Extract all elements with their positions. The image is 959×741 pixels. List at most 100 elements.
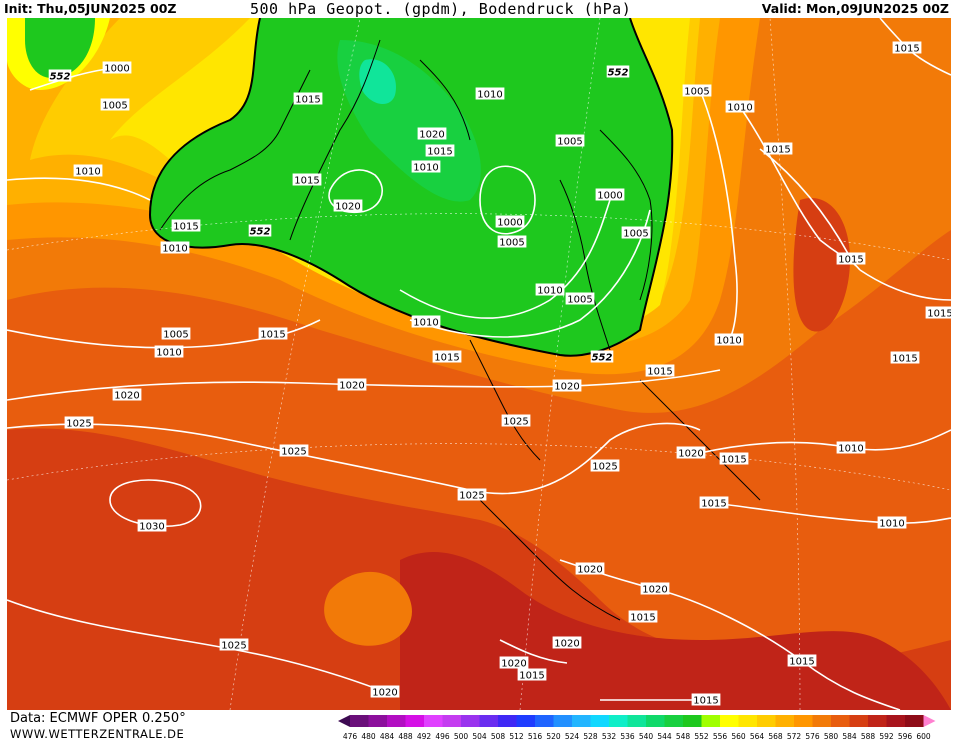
legend-swatch: [553, 715, 572, 727]
isobar-label: 1010: [411, 315, 441, 329]
isobar-label: 1015: [645, 364, 675, 378]
isobar-label: 1025: [64, 416, 94, 430]
isobar-label: 1010: [73, 164, 103, 178]
isobar-label-text: 1015: [295, 95, 320, 106]
isobar-label-text: 1010: [162, 244, 187, 255]
isobar-label: 1010: [877, 516, 907, 530]
isobar-label-text: 1005: [567, 295, 592, 306]
contour-labels: 1000 1005 1010 1015 1010 1005 1010 1015 1015 1015…: [48, 41, 951, 707]
forecast-map: 1000 1005 1010 1015 1010 1005 1010 1015 1015 1015…: [7, 18, 951, 710]
geopotential-552-contour: [149, 18, 674, 357]
isobar-label: 1015: [890, 351, 920, 365]
isobars: [7, 18, 951, 710]
isobar-label: 1020: [499, 656, 529, 670]
isobar-label-text: 1015: [789, 657, 814, 668]
isobar-label-text: 1000: [104, 64, 129, 75]
legend-swatch: [498, 715, 517, 727]
isobar-label: 1015: [763, 142, 793, 156]
legend-level-label: 584: [842, 732, 857, 741]
isobar-label-text: 1000: [597, 191, 622, 202]
legend-swatch: [572, 715, 591, 727]
isobar-label-text: 1015: [892, 354, 917, 365]
isobar-label: 1020: [552, 636, 582, 650]
legend-level-label: 600: [916, 732, 931, 741]
legend-level-label: 596: [898, 732, 913, 741]
isobar-label: 1010: [725, 100, 755, 114]
isobar-label-text: 1020: [678, 449, 703, 460]
legend-swatch: [812, 715, 831, 727]
isobar-label: 1010: [475, 87, 505, 101]
legend-swatch: [905, 715, 924, 727]
isobar-label-text: 1015: [927, 309, 951, 320]
legend-swatch: [368, 715, 387, 727]
isobar-label-text: 1025: [592, 462, 617, 473]
legend-level-label: 512: [509, 732, 524, 741]
isobar-label-text: 1020: [577, 565, 602, 576]
color-scale-legend: 476 480 484 488 492 496 500 504 508 512 516 520 524 5…: [338, 715, 936, 741]
isobar-label: 1010: [154, 345, 184, 359]
coastlines: [159, 39, 761, 621]
isobar-label: 1005: [555, 134, 585, 148]
isobar-label: 1015: [517, 668, 547, 682]
isobar-label: 1015: [699, 496, 729, 510]
isobar-label: 1030: [137, 519, 167, 533]
legend-level-label: 556: [713, 732, 728, 741]
isobar-label: 1005: [100, 98, 130, 112]
isobar-label: 1015: [836, 252, 866, 266]
isobar-label-text: 1010: [75, 167, 100, 178]
isobar-label-text: 1015: [173, 222, 198, 233]
legend-level-label: 564: [750, 732, 765, 741]
legend-swatch: [831, 715, 850, 727]
isobar-label-text: 1025: [281, 447, 306, 458]
isobar-label-text: 1025: [459, 491, 484, 502]
isobar-label-text: 1000: [497, 218, 522, 229]
isobar-label: 1025: [590, 459, 620, 473]
isobar-label-text: 1025: [221, 641, 246, 652]
isobar-label: 1005: [565, 292, 595, 306]
isobar-label-text: 1015: [701, 499, 726, 510]
legend-level-label: 516: [528, 732, 543, 741]
isobar-label: 1000: [102, 61, 132, 75]
isobar-label-text: 1005: [684, 87, 709, 98]
isobar-label-text: 1010: [477, 90, 502, 101]
isobar-label-text: 1010: [413, 318, 438, 329]
isobar-label: 1020: [112, 388, 142, 402]
isobar-label: 1015: [719, 452, 749, 466]
isobar-label: 1015: [432, 350, 462, 364]
isobar-label: 1010: [714, 333, 744, 347]
isobar-label-text: 1020: [501, 659, 526, 670]
isobar-label: 1020: [676, 446, 706, 460]
isobar-label-text: 1020: [554, 382, 579, 393]
isobar-label: 1025: [457, 488, 487, 502]
legend-level-label: 500: [454, 732, 469, 741]
isobar-label: 1010: [836, 441, 866, 455]
geopotential-fill: [7, 18, 951, 710]
isobar-label: 1015: [892, 41, 922, 55]
legend-swatch: [535, 715, 554, 727]
legend-swatch: [757, 715, 776, 727]
legend-level-label: 560: [731, 732, 746, 741]
legend-swatch: [738, 715, 757, 727]
isobar-label-text: 1020: [554, 639, 579, 650]
legend-level-label: 488: [398, 732, 413, 741]
legend-level-label: 508: [491, 732, 506, 741]
legend-level-label: 592: [879, 732, 894, 741]
legend-level-label: 532: [602, 732, 617, 741]
isobar-label-text: 1025: [66, 419, 91, 430]
legend-swatch: [627, 715, 646, 727]
isobar-label-text: 1010: [537, 286, 562, 297]
isobar-label-text: 1015: [894, 44, 919, 55]
isobar-label: 1000: [495, 215, 525, 229]
legend-level-label: 476: [343, 732, 358, 741]
isobar-label-text: 1010: [727, 103, 752, 114]
legend-level-label: 524: [565, 732, 580, 741]
geopotential-label-text: 552: [50, 72, 71, 83]
isobar-label: 1010: [535, 283, 565, 297]
isobar-label-text: 1015: [519, 671, 544, 682]
isobar-label: 1015: [691, 693, 721, 707]
legend-level-label: 496: [435, 732, 450, 741]
legend-swatch: [775, 715, 794, 727]
legend-level-label: 492: [417, 732, 432, 741]
isobar-label-text: 1025: [503, 417, 528, 428]
isobar-label-text: 1010: [838, 444, 863, 455]
